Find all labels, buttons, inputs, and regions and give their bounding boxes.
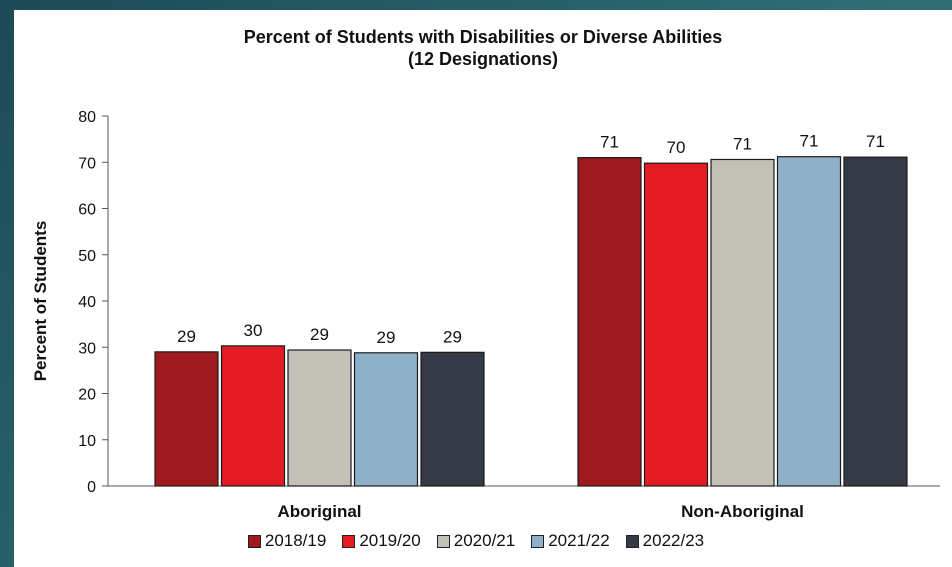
y-tick-label: 70 [78, 155, 96, 172]
bar-value-label: 71 [800, 132, 819, 151]
legend-swatch [531, 534, 545, 548]
chart-legend: 2018/19 2019/20 2020/21 2021/22 2022/23 [0, 531, 952, 551]
y-tick-label: 40 [78, 294, 96, 311]
bar [643, 162, 709, 487]
bar-value-label: 71 [733, 134, 752, 153]
bar [353, 352, 419, 487]
legend-item: 2020/21 [436, 531, 516, 551]
bar-value-label: 71 [600, 133, 619, 152]
y-tick-label: 50 [78, 248, 96, 265]
bar [154, 351, 219, 487]
bar-value-label: 70 [667, 138, 686, 157]
legend-swatch [342, 534, 356, 548]
legend-swatch [436, 534, 450, 548]
y-tick-label: 0 [87, 479, 96, 496]
chart-title-block: Percent of Students with Disabilities or… [14, 26, 952, 70]
legend-item: 2022/23 [625, 531, 705, 551]
y-tick-label: 30 [78, 340, 96, 357]
bar-value-label: 71 [866, 132, 885, 151]
legend-label: 2019/20 [359, 531, 421, 550]
chart-subtitle: (12 Designations) [407, 49, 559, 69]
legend-item: 2018/19 [247, 531, 327, 551]
bar [287, 349, 352, 487]
bar-value-label: 29 [177, 327, 196, 346]
bar [710, 158, 775, 487]
legend-swatch [625, 534, 639, 548]
legend-label: 2018/19 [264, 531, 327, 550]
y-tick-label: 20 [78, 387, 96, 404]
x-category-label: Aboriginal [277, 502, 361, 521]
bar [577, 157, 642, 487]
y-tick-label: 80 [78, 109, 96, 126]
bar-value-label: 30 [244, 321, 263, 340]
y-axis-label: Percent of Students [31, 221, 50, 382]
bar-value-label: 29 [377, 328, 396, 347]
legend-item: 2019/20 [342, 531, 421, 551]
y-tick-label: 10 [78, 433, 96, 450]
bar [220, 345, 286, 487]
legend-swatch [247, 534, 261, 548]
legend-label: 2020/21 [453, 531, 516, 550]
bar [776, 156, 842, 487]
bar-value-label: 29 [310, 325, 329, 344]
x-category-label: Non-Aboriginal [681, 502, 804, 521]
bar-value-label: 29 [443, 327, 462, 346]
legend-label: 2022/23 [642, 531, 705, 550]
bar [420, 351, 485, 487]
bar [843, 156, 908, 487]
legend-item: 2021/22 [531, 531, 610, 551]
legend-label: 2021/22 [548, 531, 610, 550]
y-tick-label: 60 [78, 202, 96, 219]
chart-title: Percent of Students with Disabilities or… [243, 27, 723, 47]
